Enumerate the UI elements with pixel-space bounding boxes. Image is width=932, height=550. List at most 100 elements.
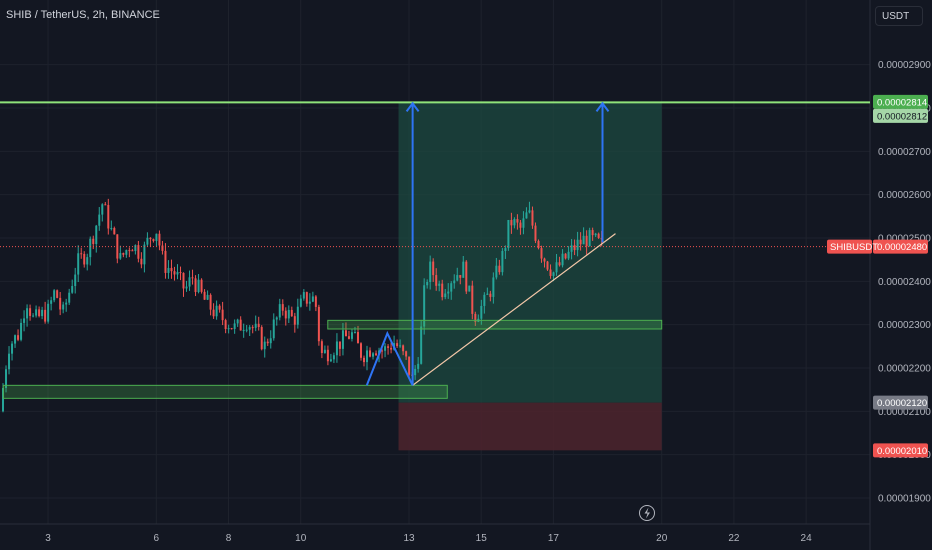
price-tick-label: 0.00002200	[878, 364, 931, 375]
trendline	[412, 233, 616, 386]
candle-body	[44, 309, 47, 322]
candle-body	[326, 349, 329, 362]
candle-body	[143, 244, 146, 265]
symbol-tag	[827, 239, 872, 254]
candle-body	[140, 258, 143, 265]
candle-body	[287, 309, 290, 319]
candle-body	[486, 293, 489, 295]
candle-body	[38, 309, 41, 317]
candle-body	[260, 327, 263, 350]
candle-body	[152, 239, 155, 241]
symbol-title: SHIB / TetherUS, 2h, BINANCE	[6, 9, 160, 21]
candle-body	[2, 387, 5, 412]
price-tag-value: 0.00002814	[877, 97, 927, 108]
candle-body	[519, 222, 522, 228]
candle-body	[275, 317, 278, 320]
candle-body	[8, 353, 11, 370]
candle-body	[582, 235, 585, 245]
candle-body	[65, 302, 68, 305]
candle-body	[278, 304, 281, 318]
time-tick-label: 8	[226, 533, 232, 544]
candle-body	[504, 248, 507, 251]
candle-body	[423, 285, 426, 327]
candle-body	[444, 293, 447, 298]
candle-body	[254, 323, 257, 328]
candle-body	[47, 303, 50, 322]
candle-body	[435, 275, 438, 286]
candle-body	[59, 297, 62, 310]
candle-body	[203, 291, 206, 300]
candle-body	[480, 305, 483, 319]
candle-body	[537, 240, 540, 249]
candle-body	[396, 343, 399, 347]
candle-body	[356, 332, 359, 344]
currency-button[interactable]: USDT	[875, 6, 923, 26]
candle-body	[450, 283, 453, 292]
candle-body	[561, 253, 564, 266]
candle-body	[375, 353, 378, 356]
candle-body	[23, 318, 26, 323]
pattern-zigzag	[365, 330, 414, 386]
time-tick-label: 15	[476, 533, 488, 544]
candle-body	[320, 341, 323, 354]
candle-body	[353, 332, 356, 334]
candle-body	[363, 357, 366, 363]
candle-body	[462, 261, 465, 278]
price-tick-label: 0.00002100	[878, 407, 931, 418]
candle-body	[384, 346, 387, 351]
price-tags: 0.000028140.000028120.00002480SHIBUSDT0.…	[827, 94, 928, 458]
candle-body	[432, 261, 435, 276]
candle-body	[501, 250, 504, 273]
lightning-icon[interactable]	[639, 505, 655, 521]
candle-body	[417, 363, 420, 369]
time-axis[interactable]: 3 6 8 10 13 15 17 20 22 24	[45, 533, 812, 544]
candle-body	[552, 272, 555, 276]
candle-body	[579, 239, 582, 245]
candle-body	[359, 343, 362, 358]
candle-body	[209, 294, 212, 310]
time-tick-label: 22	[728, 533, 740, 544]
candle-body	[137, 245, 140, 259]
candle-body	[308, 301, 311, 304]
price-axis[interactable]: 0.000019000.000020000.000021000.00002200…	[878, 60, 931, 504]
candle-body	[161, 245, 164, 251]
candle-body	[317, 306, 320, 342]
candle-body	[513, 219, 516, 226]
candle-body	[335, 341, 338, 356]
candle-body	[56, 290, 59, 298]
price-tick-label: 0.00002700	[878, 147, 931, 158]
candle-body	[528, 210, 531, 213]
candle-body	[32, 315, 35, 317]
candle-body	[248, 327, 251, 330]
candle-body	[185, 286, 188, 289]
candle-body	[149, 237, 152, 240]
price-tick-label: 0.00002500	[878, 234, 931, 245]
candle-body	[302, 292, 305, 299]
candle-body	[176, 272, 179, 275]
candle-body	[167, 267, 170, 273]
time-tick-label: 10	[295, 533, 307, 544]
candle-body	[227, 328, 230, 330]
candle-body	[245, 329, 248, 331]
candle-body	[576, 239, 579, 251]
candle-body	[399, 345, 402, 347]
candle-body	[489, 293, 492, 297]
candle-body	[125, 250, 128, 255]
candle-body	[221, 309, 224, 321]
candle-body	[341, 330, 344, 349]
candle-body	[194, 278, 197, 293]
candle-body	[110, 228, 113, 230]
candle-body	[293, 316, 296, 325]
candle-body	[372, 353, 375, 357]
candle-body	[197, 279, 200, 293]
candle-body	[200, 279, 203, 292]
price-tag	[873, 239, 928, 254]
candle-body	[305, 292, 308, 304]
candle-body	[338, 341, 341, 349]
candle-body	[402, 345, 405, 352]
candle-body	[218, 305, 221, 310]
candle-body	[62, 304, 65, 310]
candle-body	[510, 219, 513, 226]
candle-body	[131, 250, 134, 252]
